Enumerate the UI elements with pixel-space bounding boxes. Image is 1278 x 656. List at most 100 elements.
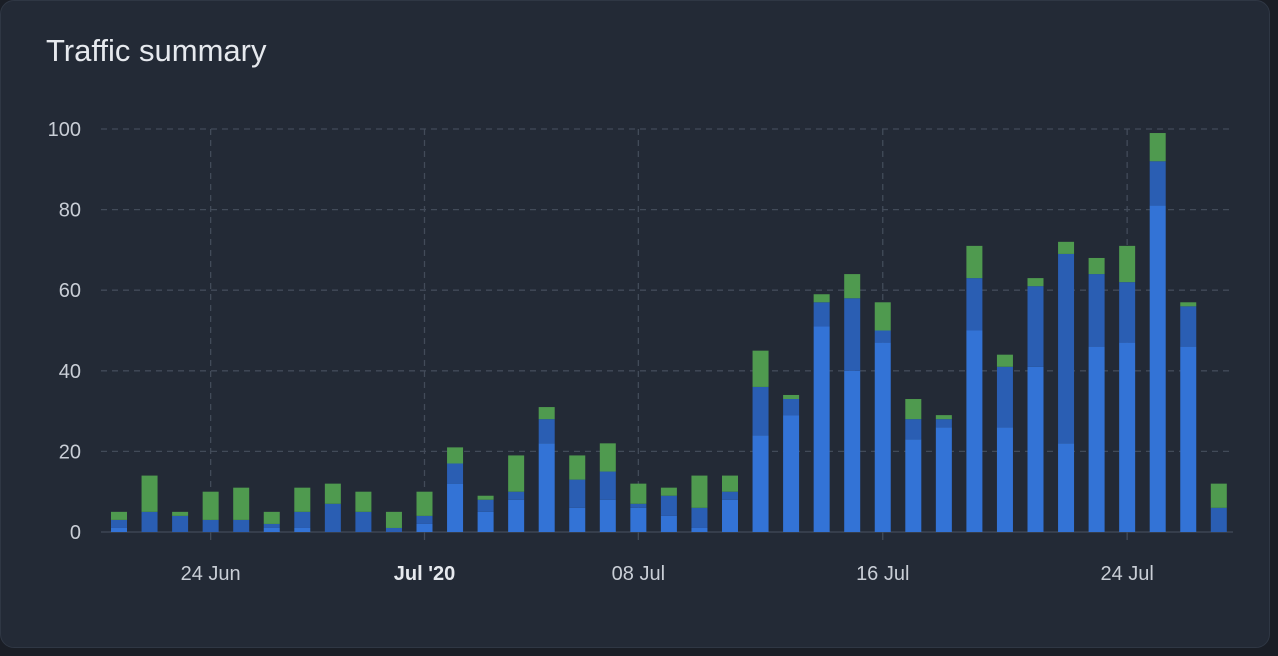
bar-segment-3[interactable] [447,447,464,464]
bar-segment-1[interactable] [874,342,891,532]
bar-segment-2[interactable] [813,302,830,327]
bar-segment-3[interactable] [722,475,738,492]
bar-segment-3[interactable] [691,475,708,508]
bar-segment-2[interactable] [538,419,555,444]
bar-segment-2[interactable] [416,515,433,524]
bar-segment-2[interactable] [233,519,250,532]
bar-segment-3[interactable] [294,487,311,512]
bar-segment-3[interactable] [202,491,219,520]
bar-segment-1[interactable] [722,499,738,532]
bar-segment-3[interactable] [508,455,525,492]
bar-segment-3[interactable] [935,415,952,420]
bar-segment-3[interactable] [355,491,372,512]
bar-segment-1[interactable] [1058,443,1075,532]
bar-segment-3[interactable] [233,487,250,520]
bar-segment-3[interactable] [172,511,189,516]
bar-segment-2[interactable] [1180,306,1197,347]
bar-segment-3[interactable] [263,511,280,524]
bar-segment-2[interactable] [722,491,738,500]
bar-segment-1[interactable] [813,326,830,532]
bar-segment-3[interactable] [905,399,922,420]
bar-segment-2[interactable] [355,511,372,532]
bar-segment-2[interactable] [783,399,800,416]
bar-segment-1[interactable] [1027,366,1044,532]
bar-segment-2[interactable] [1027,286,1044,367]
bar-segment-3[interactable] [783,394,800,400]
bar-segment-2[interactable] [691,507,708,528]
bar-segment-2[interactable] [966,278,983,331]
bar-segment-2[interactable] [324,503,341,532]
bar-segment-1[interactable] [752,435,769,532]
bar-segment-3[interactable] [1119,245,1136,283]
bar-segment-2[interactable] [1210,507,1227,532]
bar-segment-1[interactable] [905,439,922,532]
bar-segment-1[interactable] [599,499,616,532]
bar-segment-2[interactable] [172,515,189,532]
bar-segment-2[interactable] [752,386,769,436]
bar-segment-2[interactable] [1119,282,1136,343]
bar-segment-3[interactable] [874,302,891,331]
bar-segment-3[interactable] [569,455,586,480]
bar-segment-1[interactable] [1119,342,1136,532]
bar-segment-2[interactable] [905,419,922,440]
bar-segment-2[interactable] [996,366,1013,428]
bar-segment-3[interactable] [1088,257,1105,275]
bar-segment-3[interactable] [141,475,158,512]
bar-segment-3[interactable] [1058,241,1075,254]
bar-segment-2[interactable] [111,519,127,528]
bar-segment-3[interactable] [966,245,983,279]
bar-segment-1[interactable] [691,527,708,532]
bar-segment-3[interactable] [996,354,1013,367]
bar-segment-3[interactable] [416,491,433,516]
bar-segment-3[interactable] [1210,483,1227,508]
bar-segment-2[interactable] [630,503,647,508]
bar-segment-3[interactable] [1027,278,1044,287]
bar-segment-1[interactable] [416,523,433,532]
bar-segment-3[interactable] [111,511,127,520]
bar-segment-3[interactable] [844,274,861,299]
bar-segment-2[interactable] [660,495,677,516]
bar-segment-1[interactable] [844,370,861,532]
bar-segment-1[interactable] [111,527,127,532]
bar-segment-1[interactable] [538,443,555,532]
bar-segment-3[interactable] [324,483,341,504]
bar-segment-2[interactable] [141,511,158,532]
bar-segment-3[interactable] [1180,302,1197,307]
bar-segment-1[interactable] [660,515,677,532]
bar-segment-1[interactable] [569,507,586,532]
bar-segment-3[interactable] [813,294,830,303]
bar-segment-2[interactable] [874,330,891,343]
bar-segment-2[interactable] [385,527,402,532]
bar-segment-2[interactable] [477,499,494,512]
bar-segment-2[interactable] [599,471,616,500]
bar-segment-2[interactable] [202,519,219,532]
bar-segment-1[interactable] [508,499,525,532]
bar-segment-2[interactable] [569,479,586,508]
bar-segment-3[interactable] [538,407,555,420]
bar-segment-1[interactable] [783,415,800,532]
bar-segment-2[interactable] [844,298,861,371]
bar-segment-2[interactable] [508,491,525,500]
bar-segment-1[interactable] [477,511,494,532]
bar-segment-1[interactable] [996,427,1013,532]
bar-segment-2[interactable] [1088,274,1105,347]
bar-segment-3[interactable] [752,350,769,387]
bar-segment-3[interactable] [477,495,494,500]
bar-segment-2[interactable] [294,511,311,528]
bar-segment-2[interactable] [1149,161,1166,206]
bar-segment-2[interactable] [1058,253,1075,444]
bar-segment-1[interactable] [447,483,464,532]
bar-segment-1[interactable] [263,527,280,532]
bar-segment-1[interactable] [1149,205,1166,532]
bar-segment-1[interactable] [630,507,647,532]
bar-segment-3[interactable] [599,443,616,472]
bar-segment-2[interactable] [935,419,952,428]
bar-segment-1[interactable] [1088,346,1105,532]
bar-segment-3[interactable] [660,487,677,496]
bar-segment-1[interactable] [1180,346,1197,532]
bar-segment-3[interactable] [1149,133,1166,162]
bar-segment-1[interactable] [294,527,311,532]
bar-segment-2[interactable] [447,463,464,484]
bar-segment-3[interactable] [630,483,647,504]
bar-segment-1[interactable] [935,427,952,532]
